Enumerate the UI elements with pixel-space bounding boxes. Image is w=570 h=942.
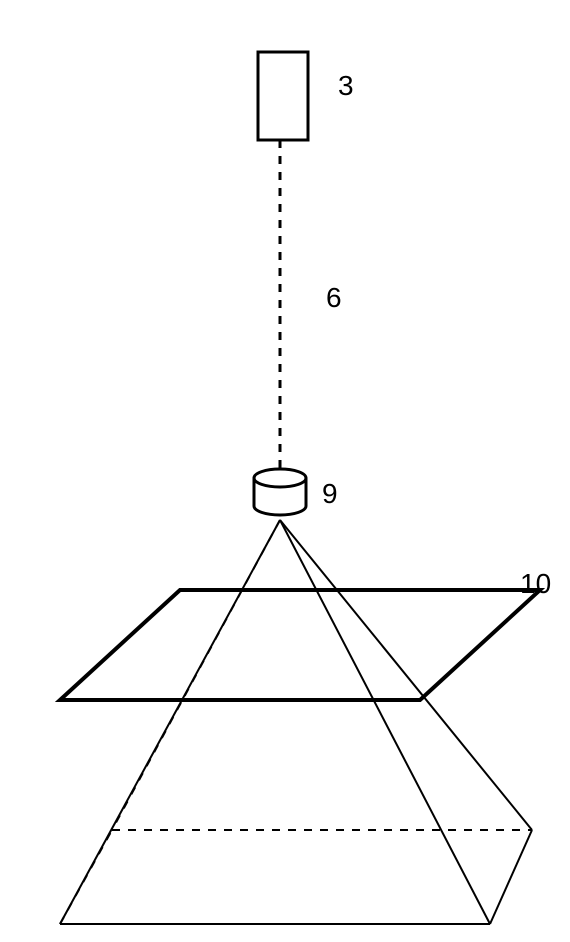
plane <box>60 590 540 700</box>
label-9: 9 <box>322 478 338 510</box>
cylinder <box>254 469 306 515</box>
diagram-root: 3 6 9 10 <box>0 0 570 942</box>
label-3: 3 <box>338 70 354 102</box>
pyramid <box>60 520 532 924</box>
label-6: 6 <box>326 282 342 314</box>
box-top <box>258 52 308 140</box>
label-10: 10 <box>520 568 551 600</box>
diagram-svg <box>0 0 570 942</box>
